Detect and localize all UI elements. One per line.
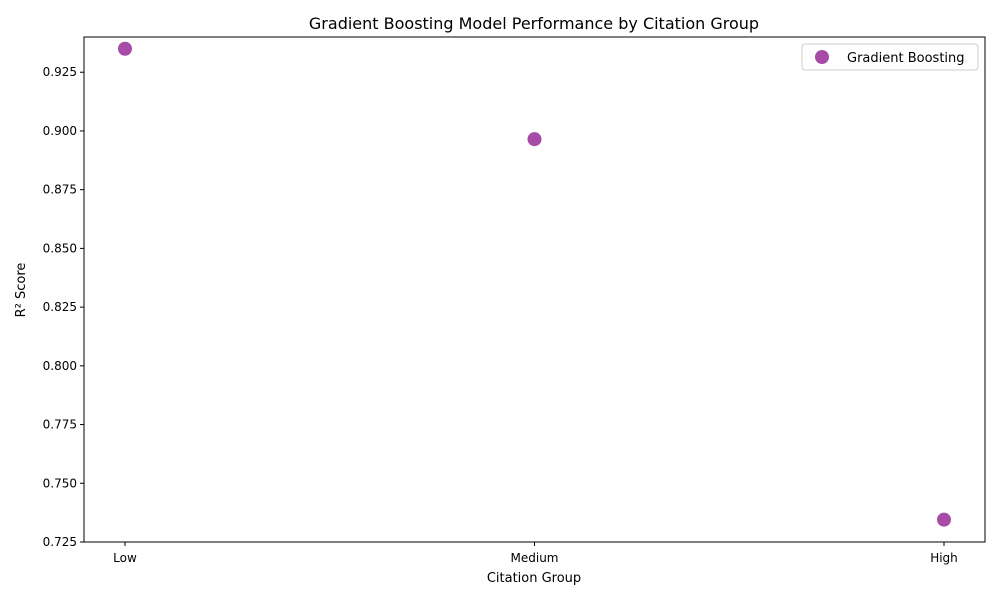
x-tick-label: Medium (511, 551, 559, 565)
y-axis: 0.725 0.750 0.775 0.800 0.825 0.850 0.875 0.900… (43, 65, 84, 549)
y-tick-label: 0.800 (43, 359, 77, 373)
y-tick-label: 0.750 (43, 476, 77, 490)
legend-label: Gradient Boosting (847, 51, 965, 66)
chart-title: Gradient Boosting Model Performance by C… (309, 14, 759, 33)
y-axis-label: R² Score (14, 263, 29, 318)
plot-area (83, 36, 986, 543)
legend: Gradient Boosting (801, 43, 979, 71)
y-tick-label: 0.775 (43, 418, 77, 432)
y-tick-label: 0.875 (43, 183, 77, 197)
data-points (118, 41, 951, 527)
data-point (937, 512, 951, 527)
y-tick-label: 0.900 (43, 124, 77, 138)
y-tick-label: 0.925 (43, 65, 77, 79)
legend-marker (815, 50, 829, 64)
x-tick-label: High (930, 551, 958, 565)
y-tick-label: 0.725 (43, 535, 77, 549)
x-axis: Low Medium High (113, 542, 958, 565)
x-axis-label: Citation Group (487, 571, 581, 586)
y-tick-label: 0.850 (43, 241, 77, 255)
data-point (118, 41, 132, 56)
x-tick-label: Low (113, 551, 137, 565)
legend-box (801, 43, 979, 71)
data-point (527, 132, 542, 147)
y-tick-label: 0.825 (43, 300, 77, 314)
